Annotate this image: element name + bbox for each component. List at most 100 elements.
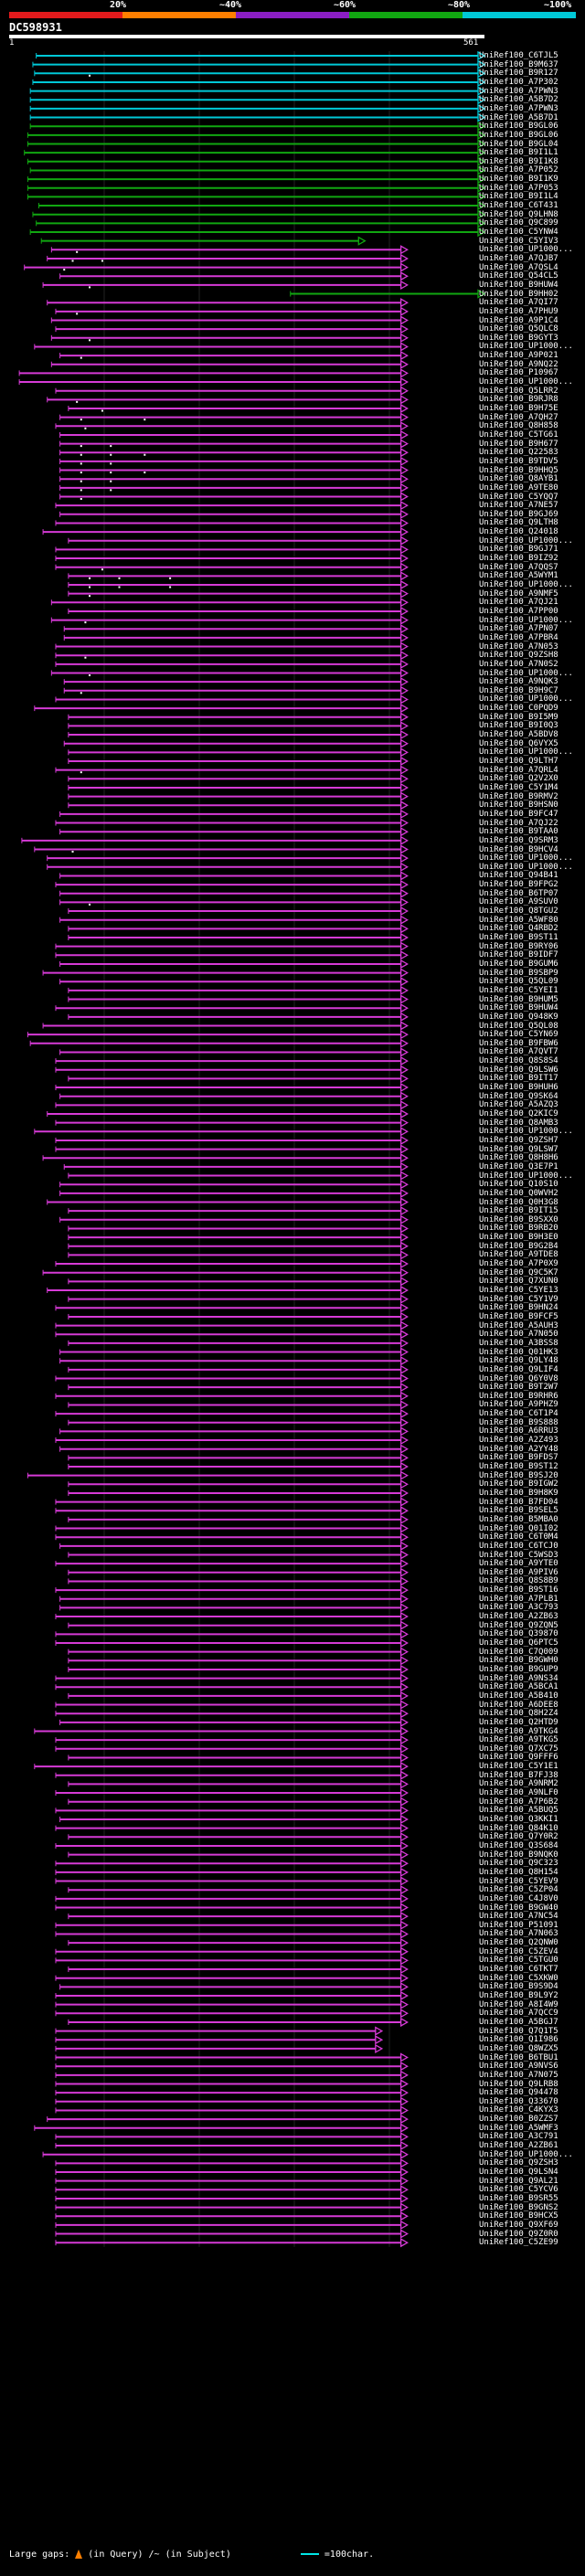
hit-label[interactable]: UniRef100_C5YEV9 [479,1876,558,1886]
hit-label[interactable]: UniRef100_B9I5M9 [479,712,558,722]
hit-label[interactable]: UniRef100_Q9LSW6 [479,1065,558,1075]
hit-label[interactable]: UniRef100_B9SXX0 [479,1214,558,1224]
hit-label[interactable]: UniRef100_B9M637 [479,59,558,69]
hit-row[interactable] [68,985,409,996]
hit-label[interactable]: UniRef100_B9GW40 [479,1903,558,1913]
hit-row[interactable] [55,1929,409,1939]
hit-label[interactable]: UniRef100_A9TE80 [479,482,558,493]
hit-label[interactable]: UniRef100_UP1000... [479,747,573,758]
hit-label[interactable]: UniRef100_B9RHR6 [479,1391,558,1401]
hit-label[interactable]: UniRef100_B9HCX5 [479,2211,558,2221]
hit-label[interactable]: UniRef100_Q7Y0R2 [479,1832,558,1842]
hit-row[interactable] [68,1647,409,1657]
hit-label[interactable]: UniRef100_B9GJ69 [479,509,558,519]
hit-label[interactable]: UniRef100_A3C791 [479,2132,558,2142]
hit-label[interactable]: UniRef100_C5YQQ7 [479,492,558,502]
hit-label[interactable]: UniRef100_Q9ZQN5 [479,1620,558,1630]
hit-label[interactable]: UniRef100_B9R127 [479,69,558,79]
hit-row[interactable] [29,103,486,114]
hit-label[interactable]: UniRef100_Q9LTH8 [479,518,558,528]
hit-label[interactable]: UniRef100_A7N063 [479,1929,558,1939]
hit-label[interactable]: UniRef100_Q2KIC9 [479,1109,558,1118]
hit-label[interactable]: UniRef100_A7N050 [479,1330,558,1340]
hit-label[interactable]: UniRef100_B9HUW4 [479,1003,558,1013]
hit-row[interactable] [59,1541,409,1551]
hit-label[interactable]: UniRef100_A7QJ22 [479,818,558,828]
hit-row[interactable] [42,526,409,537]
hit-label[interactable]: UniRef100_B9L9Y2 [479,1991,558,2000]
hit-row[interactable] [55,1391,409,1401]
hit-label[interactable]: UniRef100_C0PQD9 [479,704,558,714]
hit-label[interactable]: UniRef100_B7FD04 [479,1497,558,1507]
hit-row[interactable] [68,579,409,590]
hit-row[interactable] [63,677,409,687]
hit-row[interactable] [68,774,409,784]
hit-row[interactable] [68,1912,409,1922]
hit-row[interactable] [55,1700,409,1710]
hit-label[interactable]: UniRef100_A7QH27 [479,412,558,422]
hit-row[interactable] [59,1594,409,1604]
hit-row[interactable] [59,959,409,970]
hit-row[interactable] [68,1691,409,1701]
hit-label[interactable]: UniRef100_A7QJ21 [479,598,558,608]
hit-row[interactable] [55,2211,409,2221]
hit-row[interactable] [55,1629,409,1639]
hit-label[interactable]: UniRef100_UP1000... [479,245,573,255]
hit-row[interactable] [55,1735,409,1745]
hit-label[interactable]: UniRef100_A2Z493 [479,1436,558,1446]
hit-row[interactable] [55,1999,409,2009]
hit-row[interactable] [42,968,409,978]
hit-label[interactable]: UniRef100_C6T0M4 [479,1532,558,1542]
hit-row[interactable] [68,571,409,581]
hit-row[interactable] [55,1118,409,1128]
hit-label[interactable]: UniRef100_P51091 [479,1920,558,1930]
hit-row[interactable] [18,368,409,378]
hit-row[interactable] [55,1506,409,1516]
hit-row[interactable] [68,1453,409,1463]
hit-row[interactable] [68,994,409,1004]
hit-label[interactable]: UniRef100_B9HN24 [479,1303,558,1313]
hit-label[interactable]: UniRef100_B9SJ20 [479,1470,558,1480]
hit-row[interactable] [68,1479,409,1489]
hit-row[interactable] [55,1638,409,1648]
hit-row[interactable] [68,1400,409,1410]
hit-label[interactable]: UniRef100_Q94B41 [479,871,558,881]
hit-label[interactable]: UniRef100_B9GYT3 [479,333,558,343]
hit-label[interactable]: UniRef100_C7Q009 [479,1647,558,1657]
hit-row[interactable] [68,1074,409,1084]
hit-row[interactable] [32,209,486,219]
hit-row[interactable] [47,253,409,264]
hit-row[interactable] [55,1559,409,1569]
hit-row[interactable] [68,588,409,599]
hit-label[interactable]: UniRef100_B9GNS2 [479,2202,558,2212]
hit-row[interactable] [42,1021,409,1031]
hit-row[interactable] [32,59,486,69]
hit-label[interactable]: UniRef100_B9IGW2 [479,1479,558,1489]
hit-row[interactable] [55,1876,409,1886]
hit-label[interactable]: UniRef100_Q9LSN4 [479,2168,558,2177]
hit-label[interactable]: UniRef100_Q9SK64 [479,1091,558,1101]
hit-label[interactable]: UniRef100_B9GJ71 [479,545,558,555]
hit-row[interactable] [68,932,409,943]
hit-label[interactable]: UniRef100_Q94478 [479,2088,558,2098]
hit-label[interactable]: UniRef100_C5TG61 [479,429,558,440]
hit-label[interactable]: UniRef100_A5BUQ5 [479,1806,558,1816]
hit-label[interactable]: UniRef100_UP1000... [479,615,573,625]
hit-label[interactable]: UniRef100_B9S9D4 [479,1982,558,1992]
hit-label[interactable]: UniRef100_Q9LRB8 [479,2079,558,2089]
hit-label[interactable]: UniRef100_B9HUW4 [479,280,558,290]
hit-label[interactable]: UniRef100_A7PWN3 [479,86,558,96]
hit-label[interactable]: UniRef100_B9I1K8 [479,156,558,166]
hit-label[interactable]: UniRef100_Q8H8H6 [479,1153,558,1163]
hit-label[interactable]: UniRef100_B9IT15 [479,1206,558,1216]
hit-row[interactable] [55,765,409,775]
hit-label[interactable]: UniRef100_Q6Y0V8 [479,1373,558,1383]
hit-row[interactable] [59,456,409,467]
hit-label[interactable]: UniRef100_A7PP00 [479,606,558,616]
hit-row[interactable] [68,1250,409,1260]
hit-label[interactable]: UniRef100_C6TJL5 [479,51,558,60]
hit-label[interactable]: UniRef100_A3BSS8 [479,1338,558,1348]
hit-row[interactable] [34,2123,409,2133]
hit-label[interactable]: UniRef100_A5B410 [479,1691,558,1701]
hit-row[interactable] [55,818,409,828]
